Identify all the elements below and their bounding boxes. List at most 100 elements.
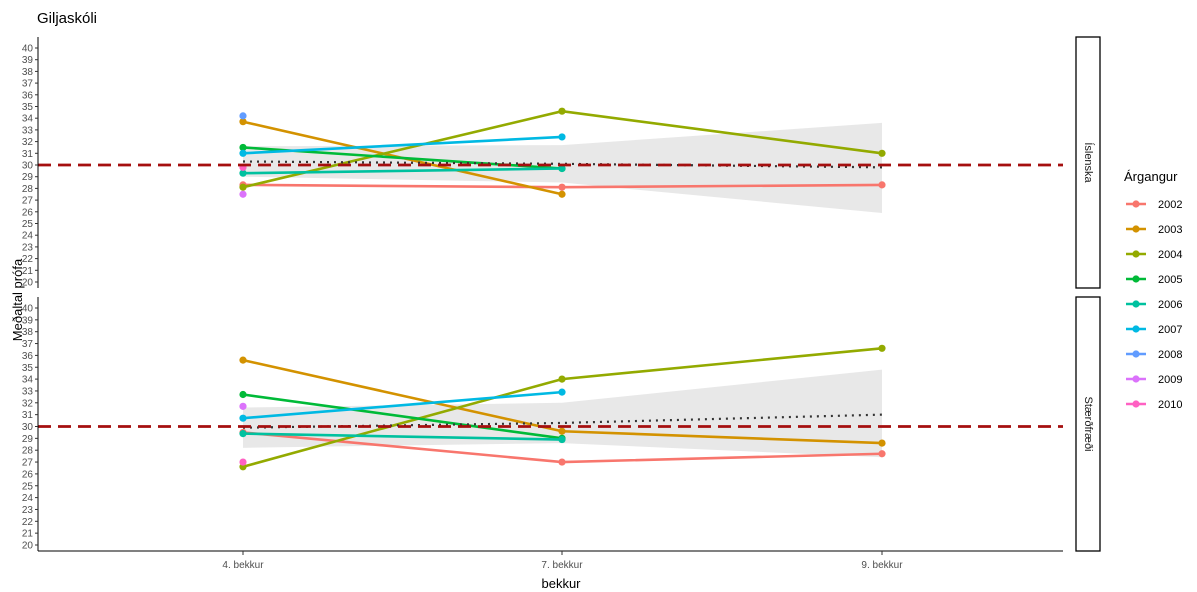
data-point-2007 [239,149,247,157]
y-tick-label: 39 [22,315,34,326]
y-tick-label: 37 [22,339,34,350]
y-tick-label: 25 [22,481,34,492]
y-tick-label: 30 [22,422,34,433]
facet-strip-label: Íslenska [1082,142,1095,183]
y-tick-label: 25 [22,219,34,230]
legend-key-point-2005 [1132,275,1140,283]
y-tick-label: 35 [22,102,34,113]
y-tick-label: 33 [22,386,34,397]
data-point-2002 [558,183,566,191]
y-tick-label: 24 [22,231,34,242]
y-tick-label: 26 [22,207,34,218]
y-tick-label: 32 [22,398,34,409]
legend-label-2009: 2009 [1158,374,1182,386]
data-point-2007 [558,133,566,141]
legend-key-point-2002 [1132,200,1140,208]
y-tick-label: 36 [22,90,34,101]
y-tick-label: 35 [22,363,34,374]
y-tick-label: 28 [22,184,34,195]
data-point-2004 [558,375,566,383]
legend-label-2005: 2005 [1158,274,1182,286]
y-tick-label: 40 [22,44,34,55]
series-line-2006 [242,167,563,175]
x-axis: 4. bekkur 7. bekkur 9. bekkur [38,550,1063,571]
data-point-2009 [239,190,247,198]
legend-label-2003: 2003 [1158,224,1182,236]
y-tick-label: 29 [22,172,34,183]
y-tick-label: 32 [22,137,34,148]
data-point-2003 [558,190,566,198]
y-tick-label: 23 [22,505,34,516]
x-axis-label: bekkur [541,576,581,591]
legend-key-point-2007 [1132,325,1140,333]
y-tick-label: 39 [22,55,34,66]
x-tick-label: 7. bekkur [541,560,583,571]
panels: 2021222324252627282930313233343536373839… [22,36,1101,552]
data-point-2004 [558,107,566,115]
trend-line [242,160,883,169]
legend-key-point-2010 [1132,400,1140,408]
series-line-2007 [242,135,563,155]
data-point-2002 [878,181,886,189]
y-tick-label: 40 [22,304,34,315]
x-tick-label: 9. bekkur [861,560,903,571]
series-line-2007 [242,390,563,420]
y-tick-label: 27 [22,458,34,469]
data-point-2007 [558,388,566,396]
y-tick-label: 21 [22,529,34,540]
y-tick-label: 23 [22,242,34,253]
legend-key-point-2004 [1132,250,1140,258]
facet-strip [1075,296,1101,552]
y-tick-label: 21 [22,266,34,277]
y-tick-label: 24 [22,493,34,504]
y-tick-label: 26 [22,469,34,480]
y-tick-label: 31 [22,410,34,421]
legend-key-point-2006 [1132,300,1140,308]
legend-key-point-2009 [1132,375,1140,383]
y-tick-label: 22 [22,254,34,265]
data-point-2002 [558,458,566,466]
x-tick-label: 4. bekkur [222,560,264,571]
legend: Árgangur 2002 2003 2004 2005 2006 2007 2008 200… [1124,169,1182,411]
y-tick-label: 29 [22,434,34,445]
y-tick-label: 34 [22,114,34,125]
data-point-2006 [558,164,566,173]
y-tick-label: 38 [22,327,34,338]
panel-1: 2021222324252627282930313233343536373839… [22,36,1101,289]
y-tick-label: 28 [22,446,34,457]
legend-label-2010: 2010 [1158,399,1182,411]
facet-strip-label: Stærðfræði [1082,396,1094,451]
data-point-2003 [558,427,566,435]
legend-label-2007: 2007 [1158,324,1182,336]
y-tick-label: 37 [22,79,34,90]
series-line-2006 [242,432,563,441]
data-point-2004 [878,344,886,352]
y-tick-label: 20 [22,278,34,289]
legend-label-2002: 2002 [1158,199,1182,211]
panel-2: 2021222324252627282930313233343536373839… [22,296,1101,552]
y-tick-label: 30 [22,161,34,172]
data-point-2003 [878,439,886,447]
chart-title: Giljaskóli [37,10,97,27]
data-point-2008 [239,112,247,120]
data-point-2010 [239,458,247,466]
y-tick-label: 38 [22,67,34,78]
legend-label-2006: 2006 [1158,299,1182,311]
data-point-2002 [878,450,886,458]
y-tick-label: 34 [22,375,34,386]
data-point-2006 [239,430,247,438]
data-point-2007 [239,414,247,422]
legend-label-2004: 2004 [1158,249,1182,261]
legend-label-2008: 2008 [1158,349,1182,361]
y-tick-label: 31 [22,149,34,160]
legend-key-point-2003 [1132,225,1140,233]
y-tick-label: 22 [22,517,34,528]
data-point-2004 [878,149,886,157]
legend-key-point-2008 [1132,350,1140,358]
facet-strip [1075,36,1101,289]
data-point-2005 [239,143,247,152]
data-point-2006 [239,169,247,177]
y-tick-label: 33 [22,125,34,136]
y-tick-label: 20 [22,541,34,552]
data-point-2003 [239,118,247,126]
